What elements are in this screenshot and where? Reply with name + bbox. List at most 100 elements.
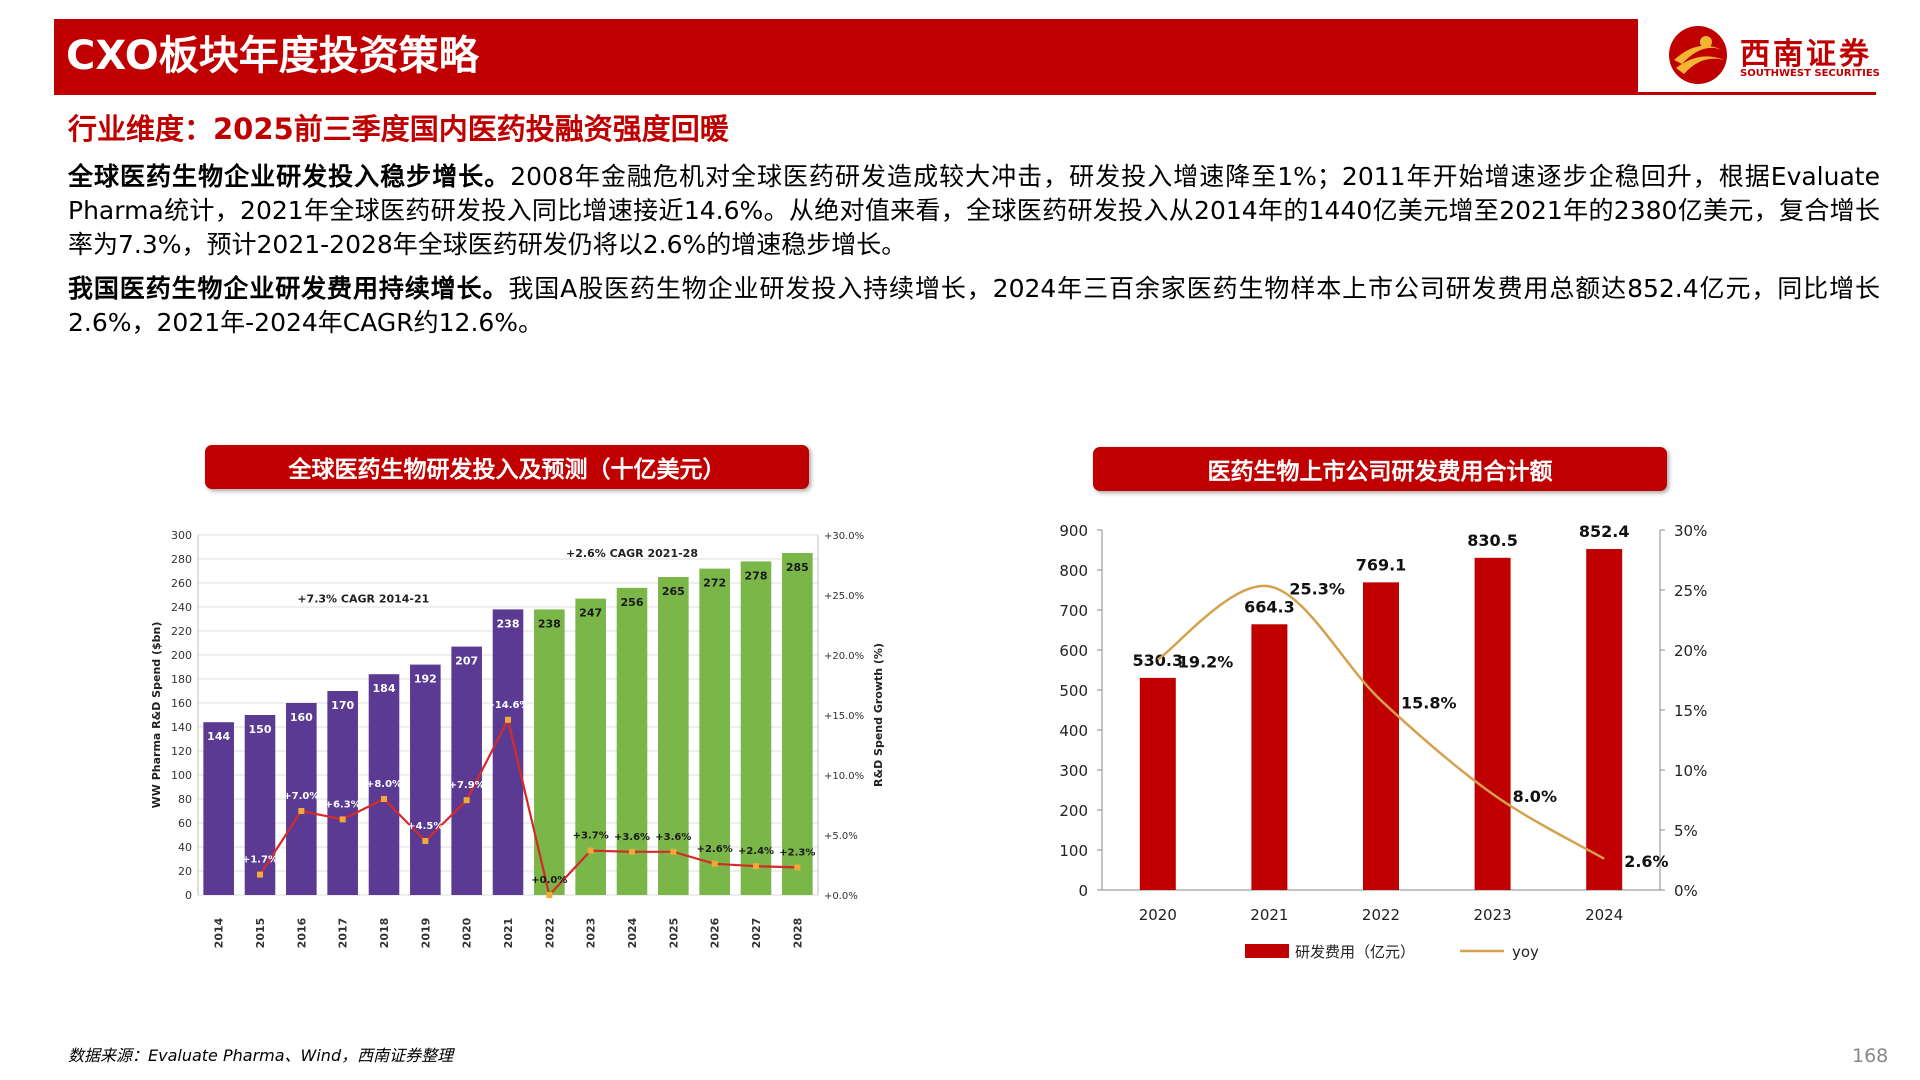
chart2-bar-label: 530.3 [1132,651,1183,670]
chart2-ytick-label: 0 [1078,882,1088,900]
chart1-xtick-label: 2015 [254,918,267,949]
chart1-ytick-label: 40 [178,841,192,854]
chart1-xtick-label: 2017 [337,918,350,949]
chart1-global-rd: 0 20 40 60 80 100 120 140 160 180 200 220 240 260 280 3… [150,529,885,949]
chart1-xtick-label: 2020 [461,917,474,948]
chart2-legend-bar-swatch [1245,944,1289,958]
chart1-bar-label: 238 [538,617,561,630]
chart1-growth-marker [422,838,429,844]
chart1-bar [327,691,358,895]
chart2-y2tick-label: 15% [1674,702,1707,720]
chart1-growth-marker [753,863,759,870]
paragraph-china: 我国医药生物企业研发费用持续增长。我国A股医药生物企业研发投入持续增长，2024… [68,272,1880,340]
chart1-xtick-label: 2022 [543,918,556,949]
chart1-growth-marker [546,892,553,898]
chart1-bar [699,568,730,895]
chart2-y2tick-label: 25% [1674,582,1707,600]
chart1-ylabel: WW Pharma R&D Spend ($bn) [150,622,163,809]
chart2-bar [1363,582,1399,890]
chart1-ytick-label: 120 [171,745,192,758]
chart1-bar [451,646,482,895]
chart2-ytick-label: 700 [1059,602,1088,620]
chart1-growth-marker [381,796,387,802]
chart1-y2tick-label: +25.0% [824,591,864,602]
chart1-growth-marker [298,808,305,814]
chart2-y2tick-label: 0% [1674,882,1698,900]
chart1-ytick-label: 140 [171,721,192,734]
chart1-bar-label: 207 [455,655,478,668]
chart1-y2tick-label: +20.0% [824,651,864,662]
chart2-ytick-label: 300 [1059,762,1088,780]
chart1-ytick-label: 20 [178,865,192,878]
chart2-bar [1251,624,1288,890]
chart1-growth-label: +0.0% [531,875,567,886]
chart1-bar-label: 150 [249,723,272,736]
chart1-growth-label: +2.4% [738,846,774,857]
chart1-y2tick-label: +10.0% [824,771,864,782]
chart2-xtick-label: 2023 [1474,906,1512,924]
chart1-growth-label: +8.0% [366,779,402,790]
chart1-bar-label: 160 [290,711,313,724]
page-number: 168 [1852,1045,1889,1067]
chart1-ytick-label: 80 [178,793,192,806]
logo-text-en: SOUTHWEST SECURITIES [1740,68,1880,79]
chart2-xtick-label: 2024 [1585,906,1623,924]
chart1-bar-label: 278 [745,569,768,582]
chart1-ytick-label: 160 [171,697,192,710]
paragraph-china-body: 我国A股医药生物企业研发投入持续增长，2024年三百余家医药生物样本上市公司研发… [68,274,1880,337]
company-logo [1669,26,1727,84]
chart1-growth-marker [505,716,511,723]
chart1-y2tick-label: +0.0% [824,891,858,902]
chart1-ytick-label: 180 [171,673,192,686]
chart1-bar [492,609,524,895]
chart1-bar [244,715,276,895]
chart1-bar-label: 192 [414,673,437,686]
chart2-ytick-label: 100 [1059,842,1088,860]
chart1-y2tick-label: +15.0% [824,711,864,722]
chart2-yoy-label: 8.0% [1513,787,1557,806]
chart2-bar [1139,677,1176,890]
chart2-xtick-label: 2022 [1362,906,1400,924]
chart2-yoy-label: 25.3% [1289,579,1345,598]
chart1-bar-label: 256 [621,596,644,609]
chart2-ytick-label: 900 [1059,522,1088,540]
chart1-bar-label: 238 [497,617,520,630]
chart2-bar-label: 830.5 [1467,531,1518,550]
logo-text-cn: 西南证券 [1740,37,1872,72]
chart1-growth-marker [257,871,263,878]
chart1-bar-label: 184 [373,682,396,695]
chart1-bar-label: 285 [786,561,809,574]
chart1-growth-label: +2.6% [697,844,733,855]
chart2-legend-bar-label: 研发费用（亿元） [1295,943,1415,961]
chart1-growth-marker [463,797,470,804]
chart2-y2tick-label: 5% [1674,822,1698,840]
chart1-bar-label: 272 [703,577,726,590]
chart1-ytick-label: 260 [171,577,192,590]
chart1-growth-label: +3.6% [655,832,691,843]
chart1-xtick-label: 2025 [667,918,680,949]
chart2-ytick-label: 500 [1059,682,1088,700]
chart1-ytick-label: 240 [171,601,192,614]
chart1-growth-marker [339,816,346,823]
chart1-growth-marker [587,847,594,854]
chart1-ytick-label: 200 [171,649,192,662]
chart2-bar-label: 769.1 [1356,555,1407,574]
chart2-yoy-line [1157,584,1605,860]
chart1-growth-marker [629,848,635,855]
chart1-xtick-label: 2016 [295,917,308,948]
chart1-title: 全球医药生物研发投入及预测（十亿美元） [205,445,809,489]
chart1-bar [782,553,813,895]
chart1-y2label: R&D Spend Growth (%) [872,643,885,787]
chart1-growth-label: +1.7% [242,855,278,866]
chart2-ytick-label: 800 [1059,562,1088,580]
chart1-xtick-label: 2023 [585,918,598,949]
chart1-ytick-label: 300 [171,529,192,542]
chart1-bar [575,598,606,895]
chart1-growth-line [259,716,798,898]
chart1-annotation-cagr-2014-21: +7.3% CAGR 2014-21 [297,593,429,606]
chart1-bar [740,561,772,895]
chart2-xtick-label: 2021 [1250,906,1288,924]
chart1-y2tick-label: +30.0% [824,531,864,542]
chart1-growth-marker [670,848,677,855]
chart2-yoy-label: 19.2% [1178,653,1234,672]
